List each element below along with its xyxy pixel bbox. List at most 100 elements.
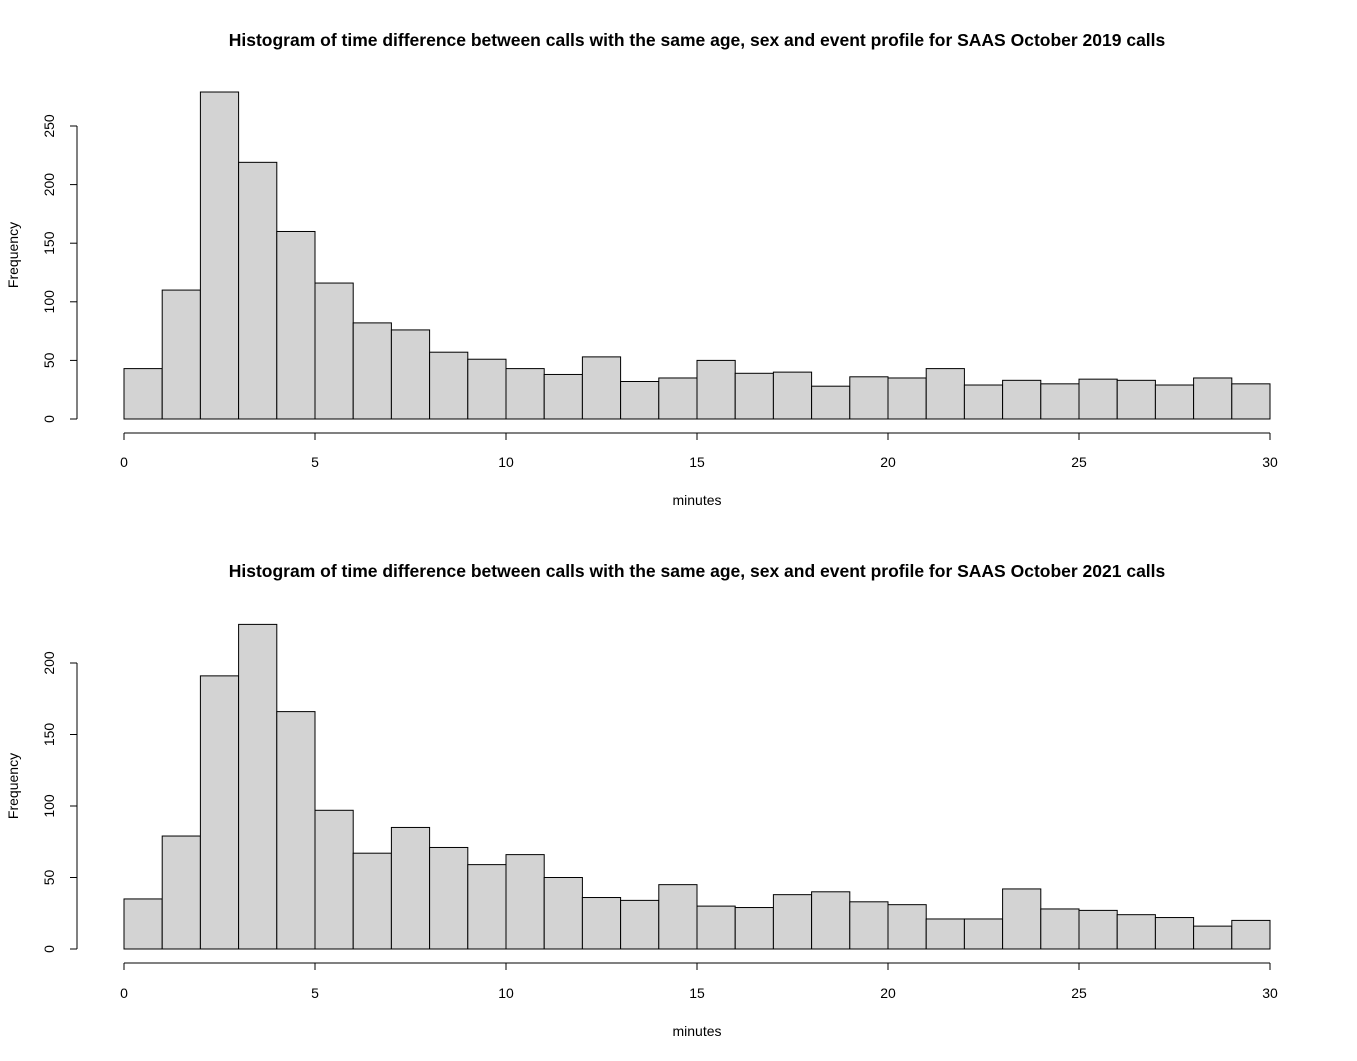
histogram-bar — [925, 368, 965, 420]
x-tick-label: 15 — [689, 454, 705, 470]
x-tick-label: 10 — [498, 985, 514, 1001]
histogram-bar — [696, 359, 736, 420]
histogram-bar — [887, 904, 927, 950]
histogram-bar — [581, 897, 622, 950]
histogram-bar — [887, 377, 927, 420]
y-tick-label: 200 — [41, 173, 57, 197]
histogram-bar — [1116, 914, 1156, 950]
histogram-bar — [734, 907, 774, 950]
y-tick-label: 150 — [41, 723, 57, 747]
y-tick-label: 0 — [41, 415, 57, 423]
x-tick-label: 20 — [880, 454, 896, 470]
y-tick-label: 200 — [41, 651, 57, 675]
histogram-bar — [352, 322, 392, 420]
histogram-bar — [199, 675, 240, 950]
x-tick-label: 0 — [120, 454, 128, 470]
histogram-bar — [925, 918, 965, 950]
chart-title: Histogram of time difference between cal… — [229, 30, 1166, 50]
histogram-bar — [1154, 384, 1195, 420]
histogram-bar — [849, 901, 889, 950]
x-axis-label: minutes — [672, 1023, 721, 1039]
histogram-bar — [1078, 378, 1118, 420]
y-tick-label: 100 — [41, 290, 57, 314]
histogram-bar — [161, 289, 201, 420]
histogram-bar — [1078, 909, 1118, 950]
y-tick-label: 0 — [41, 945, 57, 953]
histogram-bar — [352, 852, 392, 950]
histogram-bar — [1154, 917, 1195, 950]
histogram-bar — [620, 380, 660, 420]
x-axis-label: minutes — [672, 492, 721, 508]
histogram-2019: Histogram of time difference between cal… — [5, 30, 1278, 508]
bars — [123, 91, 1271, 420]
histogram-bar — [505, 854, 545, 950]
histogram-bar — [1193, 925, 1233, 950]
x-tick-label: 30 — [1262, 985, 1278, 1001]
histogram-bar — [390, 826, 431, 950]
histogram-bar — [543, 877, 583, 950]
histogram-bar — [467, 864, 507, 950]
histogram-bar — [581, 356, 622, 420]
x-tick-label: 5 — [311, 454, 319, 470]
histogram-bar — [1193, 377, 1233, 420]
bars — [123, 623, 1271, 950]
x-tick-label: 30 — [1262, 454, 1278, 470]
histogram-bar — [276, 711, 316, 950]
histogram-bar — [849, 376, 889, 420]
x-tick-label: 20 — [880, 985, 896, 1001]
histogram-bar — [123, 368, 163, 420]
histogram-bar — [314, 809, 354, 950]
histogram-bar — [276, 230, 316, 420]
histogram-bar — [390, 329, 431, 420]
histogram-bar — [658, 884, 698, 950]
histogram-bar — [1231, 383, 1271, 420]
histogram-bar — [772, 894, 813, 950]
histogram-bar — [199, 91, 240, 420]
histogram-bar — [658, 377, 698, 420]
histogram-bar — [620, 899, 660, 950]
histogram-2021: Histogram of time difference between cal… — [5, 561, 1278, 1039]
histogram-bar — [772, 371, 813, 420]
histogram-bar — [811, 385, 851, 420]
histogram-bar — [696, 905, 736, 950]
histogram-bar — [734, 372, 774, 420]
histogram-bar — [123, 898, 163, 950]
y-axis-label: Frequency — [5, 753, 21, 819]
y-tick-label: 150 — [41, 231, 57, 255]
histogram-bar — [505, 368, 545, 420]
y-tick-label: 100 — [41, 794, 57, 818]
histogram-bar — [429, 846, 469, 950]
histogram-bar — [1040, 383, 1080, 420]
histogram-bar — [1040, 908, 1080, 950]
x-tick-label: 25 — [1071, 454, 1087, 470]
histogram-bar — [161, 835, 201, 950]
histogram-bar — [1116, 379, 1156, 420]
y-tick-label: 250 — [41, 114, 57, 138]
histogram-bar — [467, 358, 507, 420]
histogram-bar — [238, 161, 278, 420]
histogram-bar — [1002, 888, 1042, 950]
y-tick-label: 50 — [41, 870, 57, 886]
histogram-bar — [314, 282, 354, 420]
chart-title: Histogram of time difference between cal… — [229, 561, 1166, 581]
histogram-bar — [963, 918, 1004, 950]
histogram-bar — [238, 623, 278, 950]
y-axis: 0 50 100 150 200 250 — [41, 114, 78, 423]
x-tick-label: 25 — [1071, 985, 1087, 1001]
y-tick-label: 50 — [41, 352, 57, 368]
histogram-bar — [811, 891, 851, 950]
x-tick-label: 0 — [120, 985, 128, 1001]
histogram-bar — [963, 384, 1004, 420]
y-axis: 0 50 100 150 200 — [41, 651, 78, 953]
histogram-bar — [1002, 379, 1042, 420]
histogram-bar — [543, 373, 583, 420]
x-tick-label: 5 — [311, 985, 319, 1001]
x-tick-label: 15 — [689, 985, 705, 1001]
x-axis: 0 5 10 15 20 25 30 — [120, 432, 1278, 470]
histogram-bar — [429, 351, 469, 420]
x-tick-label: 10 — [498, 454, 514, 470]
y-axis-label: Frequency — [5, 222, 21, 288]
histogram-bar — [1231, 919, 1271, 950]
x-axis: 0 5 10 15 20 25 30 — [120, 962, 1278, 1001]
